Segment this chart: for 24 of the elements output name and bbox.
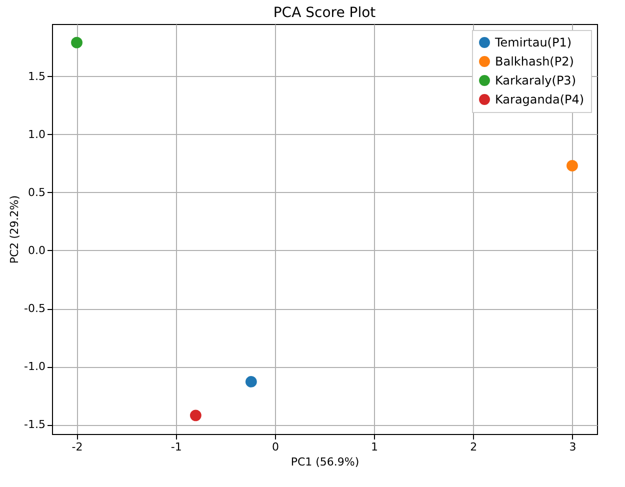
x-tick-label: 3 (569, 440, 576, 454)
y-tick-label: -1.0 (24, 360, 46, 374)
x-axis-title: PC1 (56.9%) (290, 456, 360, 468)
legend-label: Balkhash(P2) (495, 54, 574, 68)
x-tick-label: -2 (72, 440, 83, 454)
y-tick-label: 0.0 (28, 244, 46, 257)
legend-label: Temirtau(P1) (494, 36, 572, 50)
chart-title: PCA Score Plot (273, 5, 376, 21)
point (190, 410, 202, 422)
y-tick-label: 1.0 (28, 128, 46, 141)
point (71, 36, 82, 48)
x-tick-label: -1 (170, 440, 182, 454)
y-tick-label: -0.5 (24, 302, 46, 316)
x-tick-label: 2 (470, 440, 478, 454)
x-tick-label: 0 (272, 440, 279, 454)
point (245, 376, 257, 388)
x-tick-label: 1 (371, 440, 378, 454)
y-axis-title: PC2 (29.2%) (8, 195, 22, 264)
legend-label: Karaganda(P4) (495, 92, 584, 106)
point (566, 160, 578, 172)
legend-label: Karkaraly(P3) (495, 74, 576, 88)
y-tick-label: 1.5 (28, 70, 46, 83)
y-tick-label: 0.5 (28, 186, 46, 199)
y-tick-label: -1.5 (24, 418, 46, 432)
